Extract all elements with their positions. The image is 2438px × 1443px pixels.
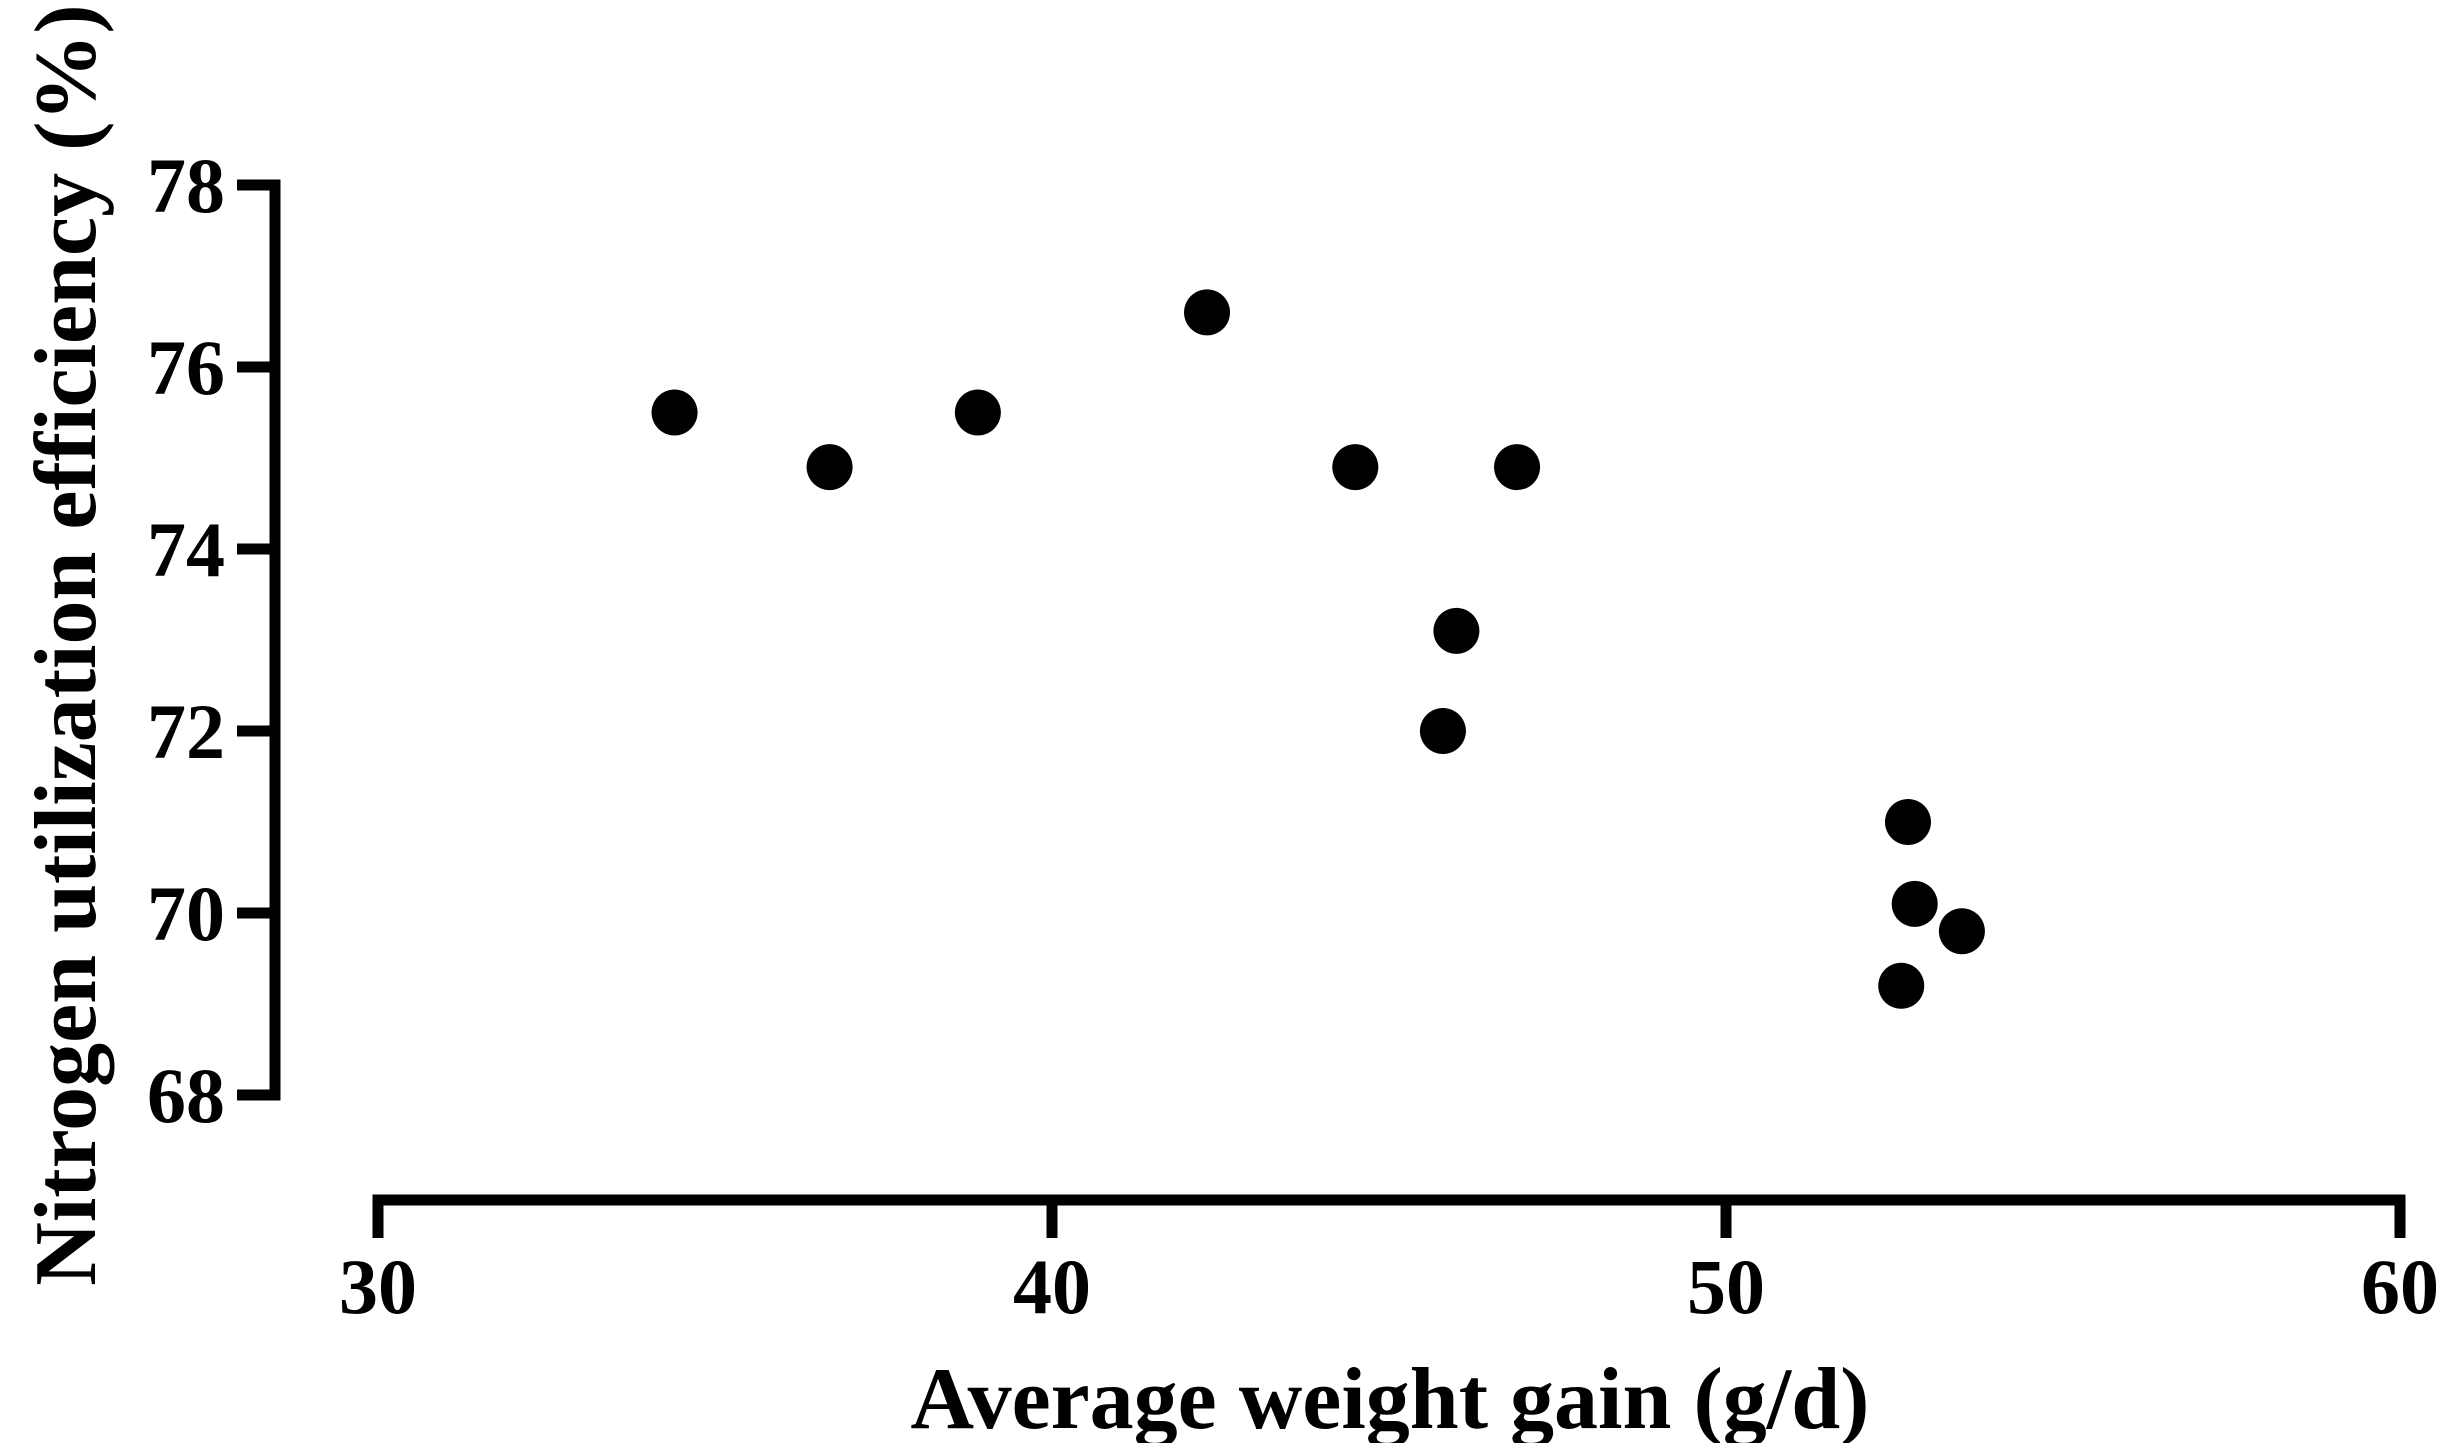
- x-axis-title: Average weight gain (g/d): [911, 1351, 1870, 1443]
- data-point: [1419, 708, 1466, 754]
- data-point: [1884, 799, 1931, 845]
- data-point: [651, 389, 698, 436]
- axes: [237, 179, 2406, 1238]
- x-tick-label: 50: [1687, 1243, 1765, 1330]
- data-point: [1878, 962, 1925, 1009]
- data-point: [1494, 444, 1541, 491]
- y-tick-label: 72: [147, 688, 225, 775]
- data-points: [651, 289, 1985, 1009]
- data-point: [806, 444, 853, 491]
- data-point: [954, 389, 1001, 436]
- data-point: [1332, 444, 1379, 491]
- data-point: [1891, 880, 1938, 927]
- x-tick-label: 40: [1013, 1243, 1091, 1330]
- y-axis-title: Nitrogen utilization efficiency (%): [18, 4, 115, 1285]
- y-tick-label: 78: [147, 142, 225, 229]
- y-tick-label: 74: [147, 506, 225, 593]
- data-point: [1938, 908, 1985, 955]
- data-point: [1433, 607, 1480, 654]
- y-tick-label: 76: [147, 324, 225, 411]
- x-tick-label: 30: [339, 1243, 417, 1330]
- y-tick-label: 70: [147, 870, 225, 957]
- x-tick-label: 60: [2361, 1243, 2438, 1330]
- data-point: [1184, 289, 1231, 336]
- tick-labels: 78 76 74 72 70 68 30 40 50 60: [147, 142, 2438, 1330]
- y-tick-label: 68: [147, 1052, 225, 1139]
